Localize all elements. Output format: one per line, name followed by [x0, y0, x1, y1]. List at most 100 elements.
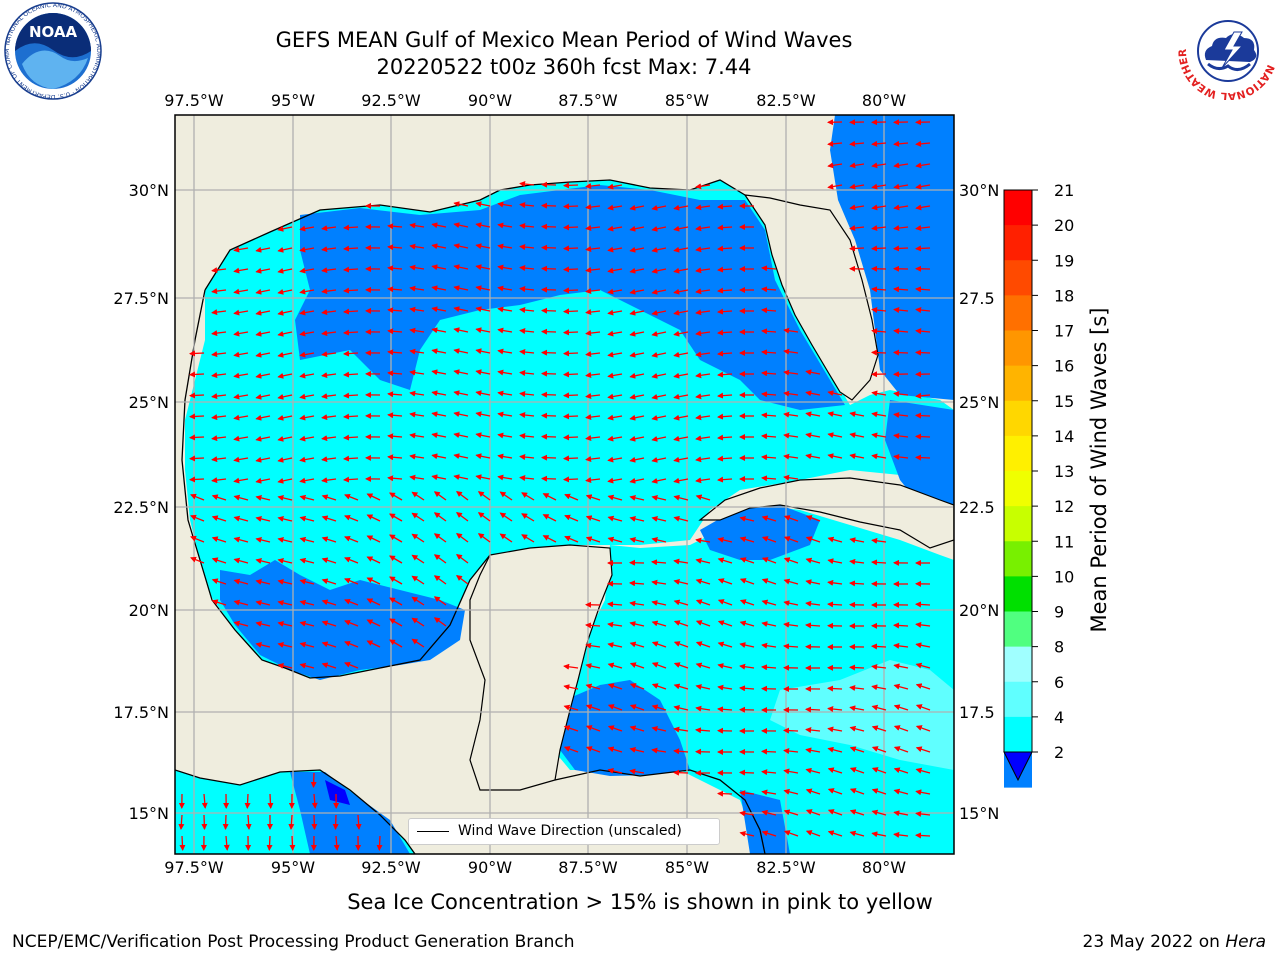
lat-label: 20°N [959, 601, 999, 620]
wind-wave-arrow [431, 222, 447, 229]
wind-wave-arrow [607, 746, 623, 753]
wind-wave-arrow [499, 533, 513, 543]
wind-wave-arrow [607, 642, 623, 649]
wind-wave-arrow [455, 511, 469, 522]
wind-wave-arrow [651, 683, 667, 690]
wind-wave-arrow [277, 495, 293, 501]
colorbar-tick-label: 15 [1054, 392, 1074, 411]
wind-wave-arrow [190, 514, 205, 522]
wind-wave-arrow [387, 265, 403, 272]
wind-wave-arrow [761, 391, 777, 398]
wind-wave-arrow [717, 308, 733, 315]
wind-wave-arrow [519, 370, 535, 377]
lat-label: 17.5°N [113, 703, 169, 722]
wind-wave-arrow [453, 285, 469, 292]
wind-wave-arrow [695, 225, 711, 232]
central-america-coastline [175, 769, 416, 854]
colorbar-segment [1004, 365, 1032, 402]
wind-wave-arrow [607, 267, 623, 274]
wind-wave-arrow [433, 491, 447, 501]
wind-wave-arrow [563, 392, 579, 399]
wind-wave-arrow [717, 557, 733, 564]
wind-wave-arrow [893, 746, 909, 753]
wind-wave-arrow [673, 393, 689, 400]
wind-wave-arrow [915, 704, 931, 711]
wind-wave-arrow [629, 393, 645, 400]
wind-wave-arrow [563, 455, 579, 462]
wind-wave-arrow [387, 475, 403, 482]
wind-wave-arrow [893, 725, 909, 732]
wind-wave-arrow [585, 204, 601, 211]
lat-label: 15°N [959, 804, 999, 823]
wind-wave-arrow [717, 641, 733, 648]
wind-wave-arrow [409, 369, 425, 376]
wind-wave-arrow [629, 600, 645, 607]
wind-wave-arrow [607, 309, 623, 316]
wind-wave-arrow [499, 491, 513, 501]
wind-wave-arrow [629, 414, 645, 421]
colorbar-tick-label: 21 [1054, 181, 1074, 200]
wind-wave-arrow [389, 597, 403, 606]
lon-label: 92.5°W [361, 91, 421, 110]
wind-wave-arrow [299, 536, 315, 543]
wind-wave-arrow [651, 662, 667, 669]
wind-wave-arrow [629, 580, 645, 587]
wind-wave-arrow [607, 494, 623, 501]
wind-wave-arrow [915, 204, 931, 211]
wind-wave-arrow [409, 243, 425, 250]
wind-wave-arrow [211, 330, 227, 337]
wind-wave-arrow [255, 579, 271, 585]
wind-wave-arrow [311, 793, 318, 809]
wind-wave-arrow [541, 349, 557, 356]
wind-wave-arrow [585, 456, 601, 463]
wind-wave-arrow [893, 204, 909, 211]
wind-wave-arrow [409, 264, 425, 271]
wind-wave-arrow [321, 620, 337, 627]
wind-wave-arrow [651, 351, 667, 358]
wind-wave-arrow [607, 662, 623, 669]
wind-wave-arrow [673, 620, 689, 627]
wind-wave-arrow [233, 351, 249, 358]
map-area[interactable] [175, 115, 954, 854]
wind-wave-arrow [521, 513, 535, 522]
wind-wave-arrow [343, 224, 359, 231]
wind-wave-arrow [717, 599, 733, 606]
wind-wave-arrow [497, 201, 513, 208]
wind-wave-arrow [849, 705, 865, 712]
wind-wave-arrow [497, 222, 513, 229]
wind-wave-arrow [321, 578, 337, 585]
wind-wave-arrow [389, 492, 403, 501]
lon-label: 87.5°W [558, 858, 618, 877]
wind-wave-arrow [477, 512, 491, 522]
wind-wave-arrow [695, 477, 711, 484]
wind-wave-arrow [607, 621, 623, 628]
wind-wave-arrow [453, 474, 469, 481]
wind-wave-arrow [871, 140, 887, 147]
wind-wave-arrow [783, 453, 799, 460]
wind-wave-arrow [433, 617, 447, 627]
wind-wave-arrow [849, 767, 865, 774]
lat-label: 17.5 [959, 703, 995, 722]
wind-wave-arrow [475, 474, 491, 481]
wind-wave-arrow [277, 288, 293, 295]
wind-wave-arrow [299, 309, 315, 316]
wind-wave-arrow [233, 578, 249, 585]
wind-wave-arrow [849, 809, 865, 816]
wind-wave-arrow [717, 706, 733, 713]
wind-wave-arrow [233, 536, 249, 543]
wind-wave-arrow [541, 433, 557, 440]
wind-wave-arrow [871, 453, 887, 460]
wind-wave-arrow [541, 454, 557, 461]
wind-wave-arrow [233, 456, 249, 463]
wind-wave-arrow [761, 642, 777, 649]
wind-wave-arrow [915, 245, 931, 252]
wind-wave-arrow [673, 726, 689, 733]
map-frame [174, 114, 955, 855]
wind-wave-arrow [849, 453, 865, 460]
wind-wave-arrow [607, 456, 623, 463]
wind-wave-arrow [211, 414, 227, 421]
wind-wave-arrow [871, 643, 887, 650]
wind-wave-arrow [223, 835, 230, 851]
wind-wave-arrow [717, 392, 733, 399]
wind-wave-arrow [871, 225, 887, 232]
